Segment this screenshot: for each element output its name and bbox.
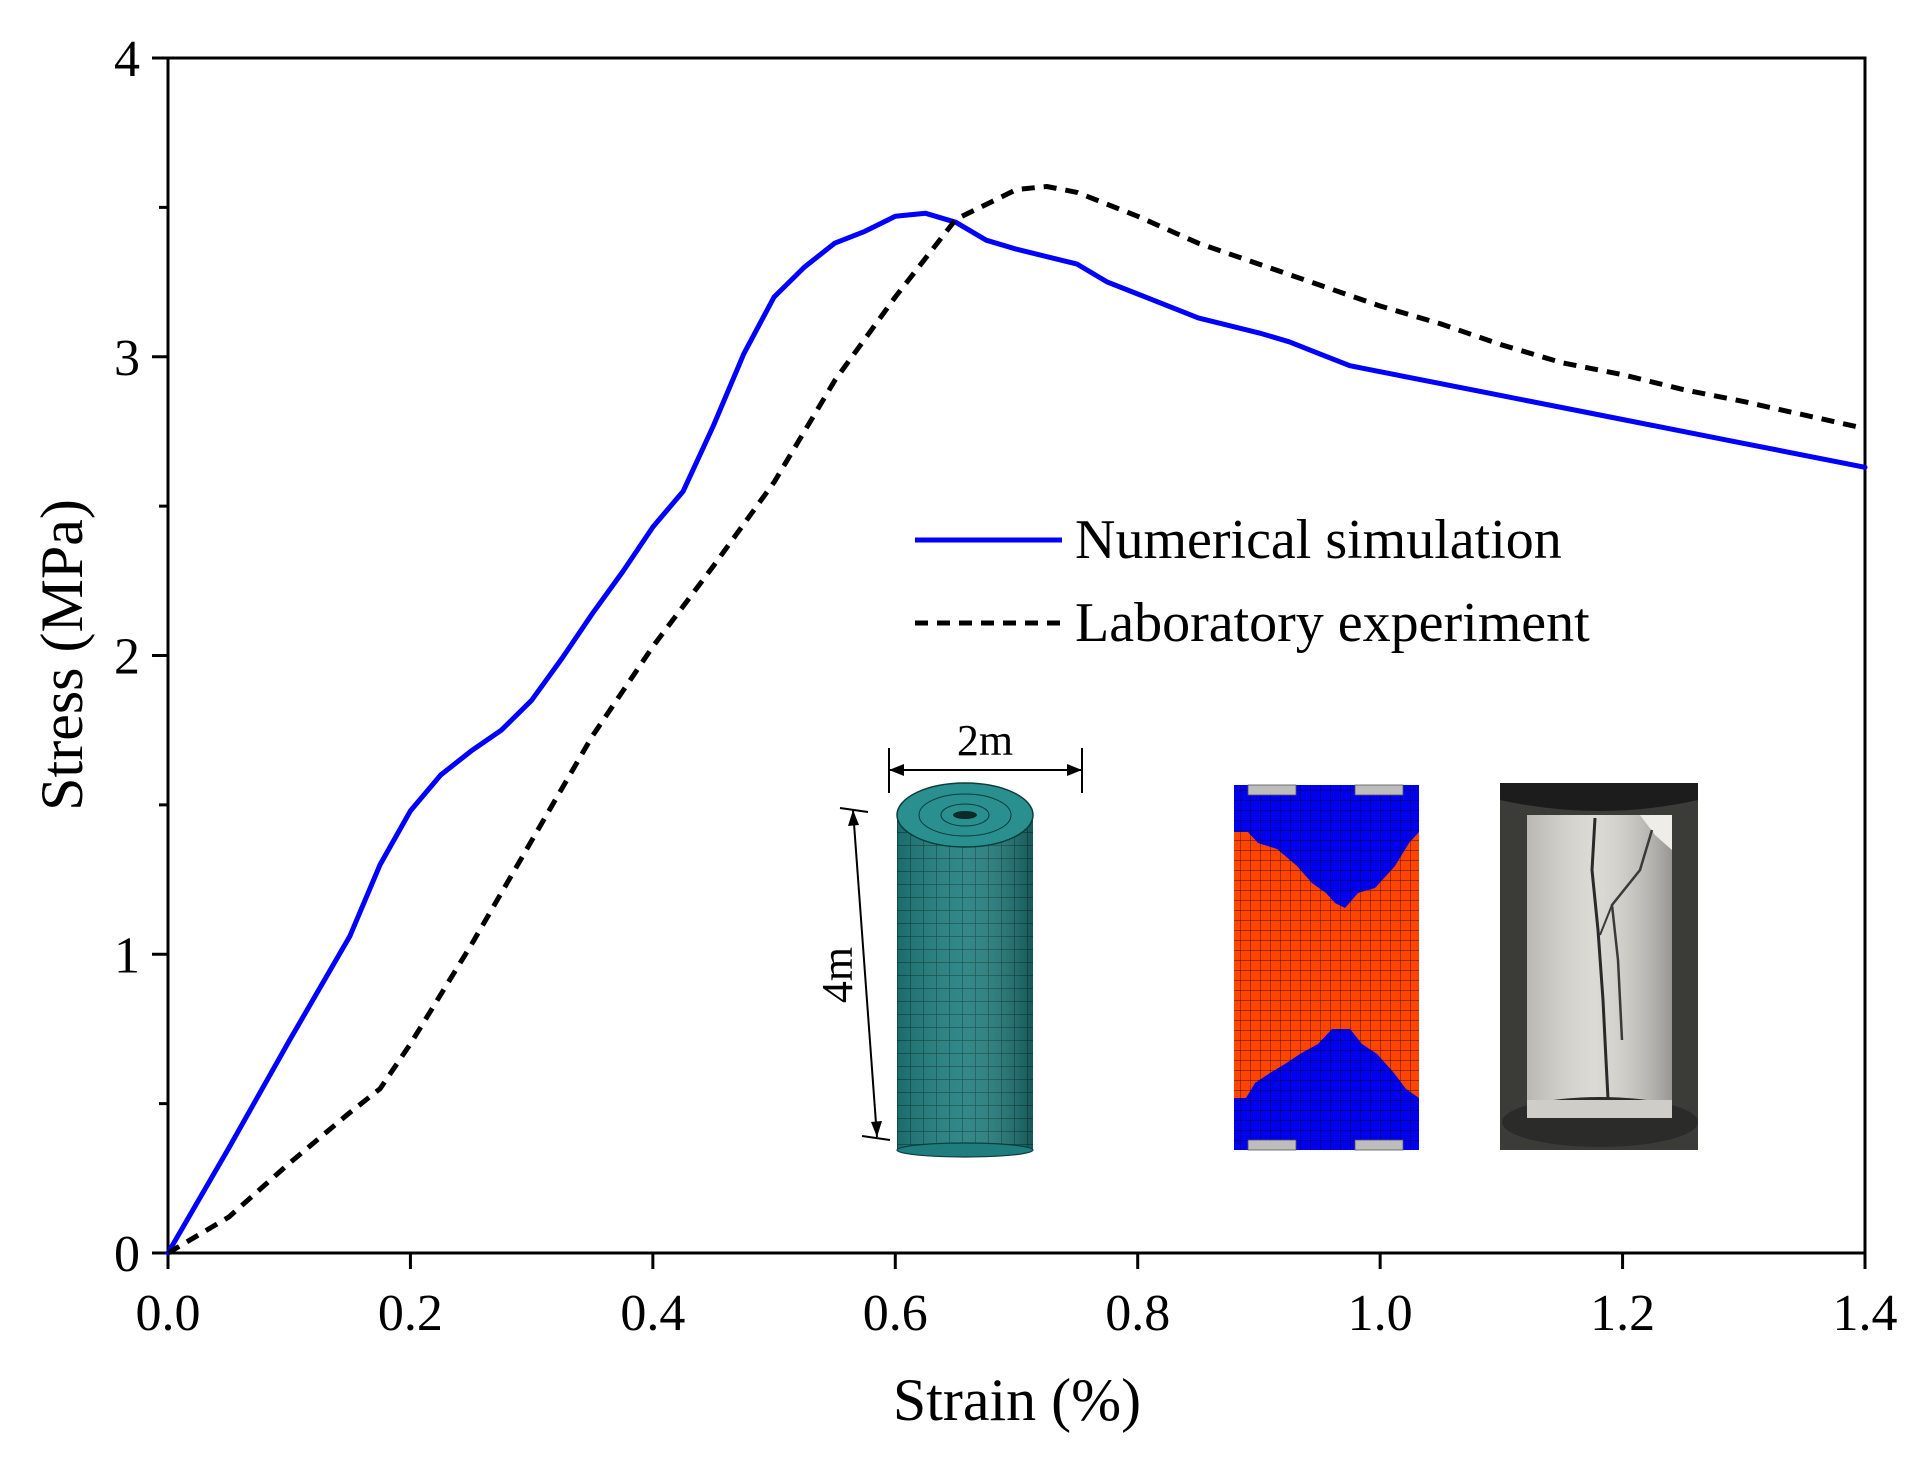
- cylinder-body-shade: [897, 815, 1033, 1150]
- loading-plate-bottom-right: [1354, 1139, 1404, 1151]
- series-layer: [165, 184, 1868, 1256]
- y-tick-label: 0: [114, 1226, 140, 1283]
- specimen-photo-inset: [1500, 783, 1698, 1150]
- x-tick-label: 1.2: [1590, 1285, 1655, 1342]
- series-line-numerical-simulation: [165, 210, 1868, 1256]
- loading-plate-bottom-left: [1247, 1139, 1297, 1151]
- loading-plate-top-left: [1247, 784, 1297, 796]
- x-tick-label: 0.8: [1105, 1285, 1170, 1342]
- y-tick-label: 1: [114, 927, 140, 984]
- cylinder-top-center: [953, 811, 977, 819]
- x-tick-label: 0.2: [378, 1285, 443, 1342]
- photo-specimen-foot: [1527, 1100, 1672, 1118]
- legend-label-laboratory-experiment: Laboratory experiment: [1075, 592, 1590, 654]
- legend-label-numerical-simulation: Numerical simulation: [1075, 509, 1562, 571]
- x-axis-tick-labels: 0.0 0.2 0.4 0.6 0.8 1.0 1.2 1.4: [136, 1285, 1898, 1342]
- x-tick-label: 1.0: [1348, 1285, 1413, 1342]
- cylinder-bottom-edge: [896, 1142, 1034, 1158]
- y-tick-label: 4: [114, 31, 140, 88]
- cylinder-top-ring: [940, 803, 990, 827]
- y-tick-label: 2: [114, 629, 140, 686]
- height-arrowhead-bottom: [871, 1121, 882, 1137]
- x-axis-title: Strain (%): [893, 1367, 1141, 1433]
- height-arrow-line: [852, 809, 878, 1138]
- cylinder-top-ring: [918, 793, 1012, 837]
- y-axis-ticks: [152, 56, 168, 1255]
- x-tick-label: 0.0: [136, 1285, 201, 1342]
- x-tick-label: 0.4: [620, 1285, 685, 1342]
- failure-section-inset: [1234, 784, 1419, 1151]
- cylinder-model-inset: 2m 4m: [813, 716, 1083, 1158]
- height-label: 4m: [813, 947, 862, 1003]
- photo-top-chip: [1640, 815, 1672, 850]
- y-tick-label: 3: [114, 330, 140, 387]
- loading-plate-top-right: [1354, 784, 1404, 796]
- section-mesh-overlay: [1234, 785, 1419, 1150]
- height-extension-bottom: [861, 1135, 891, 1141]
- photo-press-platen: [1500, 783, 1698, 811]
- x-tick-label: 1.4: [1833, 1285, 1898, 1342]
- diameter-arrowhead-left: [889, 764, 904, 776]
- diameter-arrowhead-right: [1067, 764, 1082, 776]
- x-axis-ticks: [166, 1253, 1867, 1269]
- series-line-laboratory-experiment: [166, 184, 1866, 1256]
- y-axis-title: Stress (MPa): [29, 499, 95, 811]
- photo-crack-branch: [1599, 904, 1613, 936]
- x-tick-label: 0.6: [863, 1285, 928, 1342]
- diameter-label: 2m: [957, 716, 1013, 765]
- legend: Numerical simulation Laboratory experime…: [915, 509, 1590, 654]
- height-arrowhead-top: [848, 810, 859, 826]
- y-axis-tick-labels: 0 1 2 3 4: [114, 31, 140, 1283]
- photo-crack-main: [1590, 817, 1611, 1119]
